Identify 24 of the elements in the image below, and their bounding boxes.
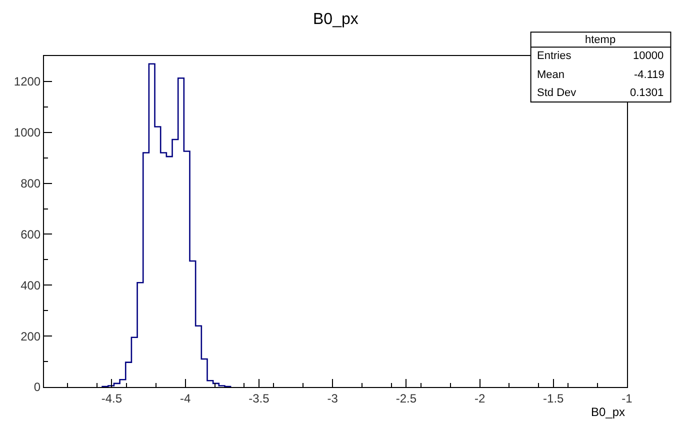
x-tick-label: -3.5 xyxy=(248,391,270,406)
text: -4.119 xyxy=(634,69,664,81)
y-tick-label: 200 xyxy=(20,329,41,344)
annotation: Entries xyxy=(537,50,572,62)
y-tick-label: 0 xyxy=(34,380,41,394)
text: 10000 xyxy=(633,50,664,62)
annotation: Mean xyxy=(537,69,565,81)
chart-title: B0_px xyxy=(313,11,358,28)
text: htemp xyxy=(585,34,616,46)
y-tick-label: 400 xyxy=(20,278,41,292)
x-tick-label: -2.5 xyxy=(396,391,417,406)
annotation: Std Dev xyxy=(537,87,577,99)
x-tick-label: -2 xyxy=(474,391,486,406)
x-tick-label: -4.5 xyxy=(101,391,122,406)
y-tick-label: 600 xyxy=(20,227,41,242)
text: 0.1301 xyxy=(630,87,664,99)
y-tick-label: 1000 xyxy=(14,126,41,140)
x-tick-label: -1.5 xyxy=(543,391,564,406)
x-tick-label: -4 xyxy=(180,391,191,406)
x-tick-label: -3 xyxy=(327,391,338,406)
x-tick-label: -1 xyxy=(622,391,633,406)
x-axis-title: B0_px xyxy=(591,405,626,419)
y-tick-label: 800 xyxy=(20,176,41,191)
y-tick-label: 1200 xyxy=(14,74,41,89)
